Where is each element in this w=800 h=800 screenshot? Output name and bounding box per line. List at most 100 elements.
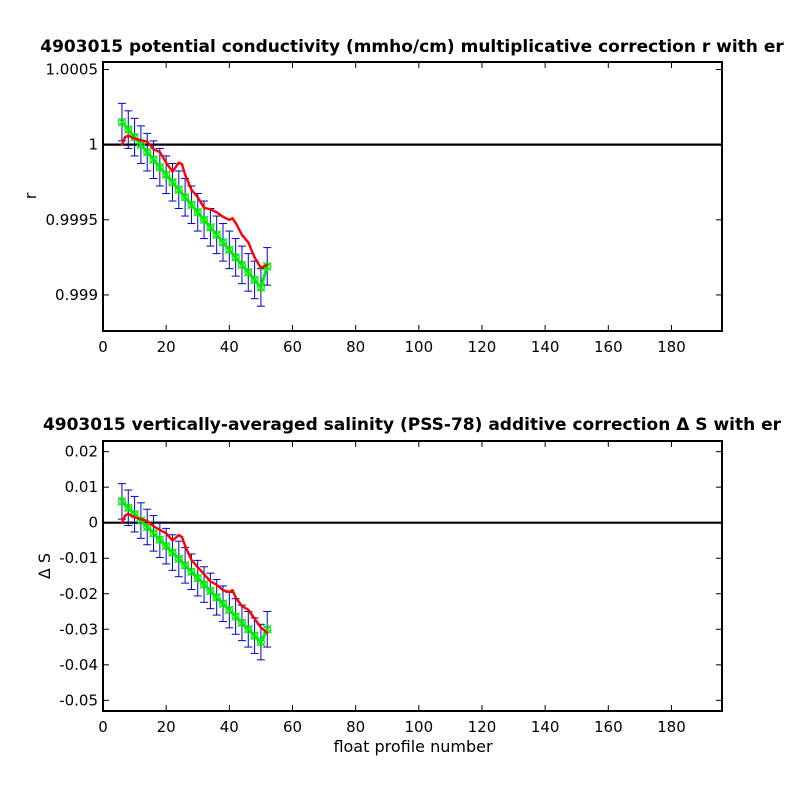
estimate-point <box>247 608 250 611</box>
fit-point <box>117 118 127 127</box>
estimate-point <box>231 589 234 592</box>
fit-point <box>168 548 177 557</box>
estimate-point <box>202 206 206 209</box>
estimate-point <box>133 137 136 140</box>
fit-point <box>187 200 196 209</box>
fit-point <box>250 631 259 640</box>
estimate-point <box>209 580 212 583</box>
chart-title: 4903015 potential conductivity (mmho/cm)… <box>40 37 784 57</box>
fit-point-cross <box>231 252 241 262</box>
fit-point <box>244 268 253 277</box>
x-tick-label: 160 <box>594 718 623 736</box>
fit-point-cross <box>243 267 253 277</box>
estimate-point <box>152 525 155 528</box>
fit-point <box>187 567 196 576</box>
y-tick-label: 0.999 <box>55 286 98 304</box>
estimate-point <box>180 535 184 539</box>
estimate-point <box>221 215 225 218</box>
estimate-point <box>247 241 250 244</box>
fit-point <box>199 215 209 224</box>
estimate-point <box>190 558 193 562</box>
fit-point <box>250 275 259 285</box>
estimate-point <box>253 256 256 259</box>
estimate-point <box>253 617 256 620</box>
fit-point-cross <box>256 282 266 292</box>
fit-point <box>256 637 266 647</box>
fit-point <box>181 561 190 570</box>
fit-point <box>193 574 202 583</box>
fit-point <box>206 586 215 596</box>
x-tick-label: 80 <box>346 338 365 356</box>
fit-point <box>155 163 164 172</box>
y-tick-label: 0.9995 <box>46 211 99 229</box>
estimate-point <box>240 604 244 608</box>
y-tick-label: -0.02 <box>59 585 98 603</box>
fit-point-cross <box>180 192 190 202</box>
estimate-point <box>146 140 149 143</box>
fit-point <box>218 599 228 608</box>
estimate-point <box>196 196 199 199</box>
estimate-point <box>221 589 225 592</box>
fit-point <box>256 283 266 292</box>
fit-point <box>244 625 253 634</box>
fit-point-cross <box>212 230 222 240</box>
panel-salinity-correction: 4903015 vertically-averaged salinity (PS… <box>35 415 782 756</box>
fit-point-cross <box>205 222 215 232</box>
x-tick-label: 60 <box>283 718 302 736</box>
x-tick-label: 160 <box>594 338 623 356</box>
fit-point <box>212 593 221 602</box>
x-tick-label: 140 <box>531 718 560 736</box>
estimate-point <box>120 521 124 524</box>
fit-point <box>231 253 240 262</box>
estimate-point <box>127 512 130 516</box>
fit-point <box>162 170 171 179</box>
fit-point <box>149 529 158 538</box>
fit-point-cross <box>250 275 260 285</box>
fit-point <box>124 125 133 134</box>
estimate-point <box>234 596 237 599</box>
fit-point <box>143 522 152 532</box>
y-tick-label: -0.05 <box>59 691 98 709</box>
estimate-point <box>158 528 162 532</box>
estimate-point <box>183 173 187 176</box>
estimate-point <box>266 263 269 267</box>
fit-point-cross <box>199 215 209 225</box>
x-tick-label: 180 <box>657 718 686 736</box>
estimate-point <box>209 208 212 211</box>
estimate-point <box>259 266 263 270</box>
fit-point-cross <box>174 185 184 195</box>
estimate-point <box>190 188 193 191</box>
fit-point <box>212 230 221 239</box>
fit-point-cross <box>161 170 171 180</box>
x-tick-label: 60 <box>283 338 302 356</box>
x-axis-label: float profile number <box>333 737 493 756</box>
fit-point-cross <box>256 637 266 647</box>
x-tick-label: 0 <box>98 718 108 736</box>
fit-point <box>225 245 234 254</box>
fit-point <box>193 208 202 217</box>
x-tick-label: 120 <box>468 718 497 736</box>
axes-frame <box>102 440 723 712</box>
fit-point-cross <box>155 162 165 172</box>
estimate-point <box>202 573 206 576</box>
fit-point <box>199 580 209 589</box>
fit-point <box>225 606 234 615</box>
y-tick-label: -0.03 <box>59 620 98 638</box>
fit-point <box>149 155 158 164</box>
fit-point <box>218 238 228 247</box>
estimate-point <box>164 161 168 164</box>
estimate-point <box>146 519 149 523</box>
y-tick-label: 0.01 <box>65 478 98 496</box>
estimate-point <box>127 134 130 137</box>
plot-area: 0 20 40 60 80 100 120 140 160 180 1.0005 1 0.9995 0.9… <box>46 61 723 356</box>
estimate-point <box>177 533 180 537</box>
y-tick-label: 0 <box>88 514 98 532</box>
estimate-point <box>164 532 168 535</box>
fit-point <box>155 535 164 544</box>
x-tick-label: 120 <box>468 338 497 356</box>
fit-point <box>237 260 247 269</box>
fit-point-cross <box>237 260 247 270</box>
y-tick-label: 1 <box>88 136 98 154</box>
fit-point <box>237 618 247 627</box>
